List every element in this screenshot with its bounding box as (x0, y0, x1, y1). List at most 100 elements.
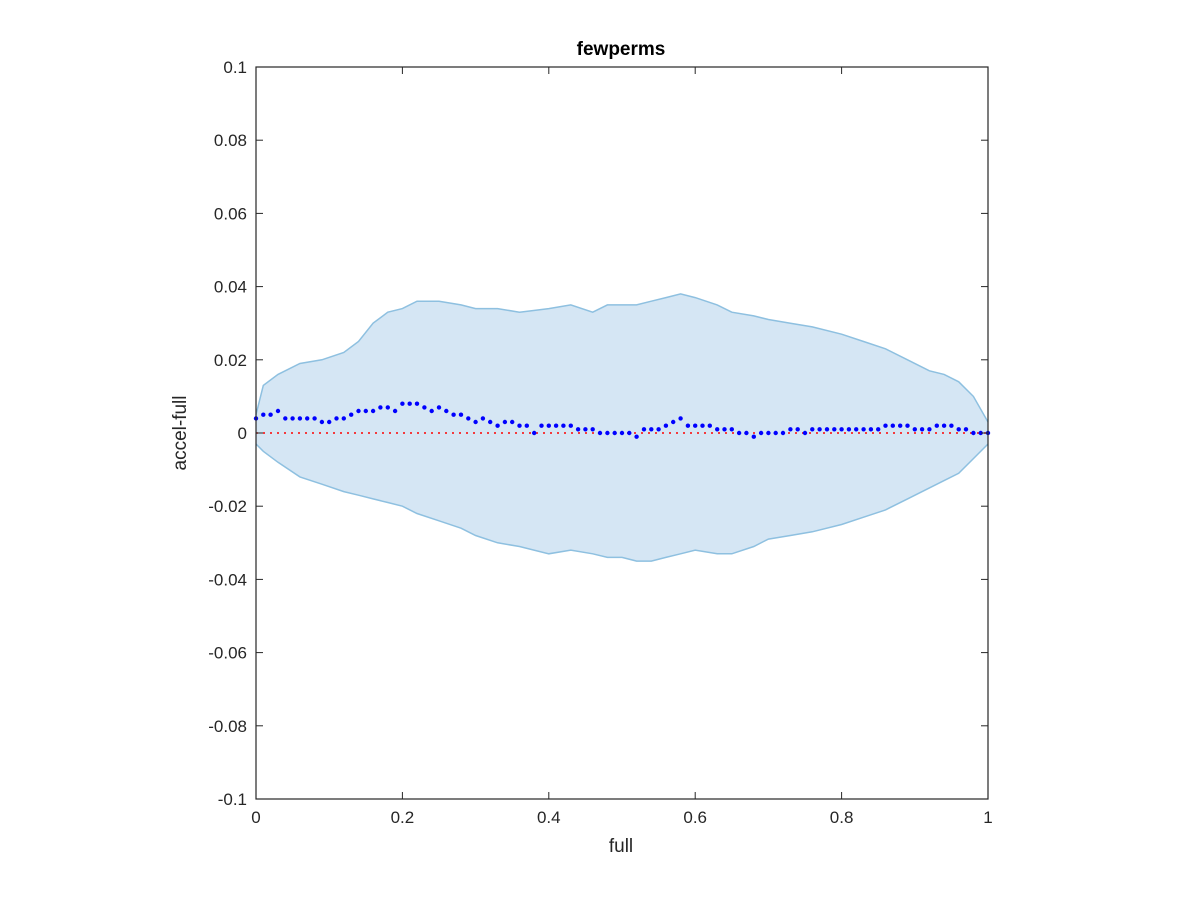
data-point (627, 430, 632, 436)
data-point (370, 408, 376, 414)
data-point (663, 423, 669, 428)
data-point (297, 416, 303, 421)
data-point (722, 427, 727, 432)
data-point (495, 423, 500, 428)
data-point (488, 419, 493, 425)
envelope-band (256, 293, 988, 562)
x-tick-label: 0.8 (830, 808, 854, 827)
data-point (414, 401, 420, 406)
y-tick-label: 0.06 (214, 204, 247, 223)
data-point (751, 434, 756, 439)
data-point (773, 430, 778, 436)
data-point (649, 427, 654, 432)
x-tick-label: 1 (983, 808, 992, 827)
data-point (707, 423, 712, 428)
data-point (744, 430, 749, 436)
data-point (700, 423, 705, 428)
data-point (553, 423, 559, 428)
data-point (846, 427, 852, 432)
data-point (524, 423, 529, 428)
data-point (861, 427, 866, 432)
data-point (597, 430, 603, 436)
y-tick-label: -0.04 (208, 570, 247, 589)
x-axis-label: full (609, 836, 633, 857)
data-point (605, 430, 610, 436)
data-point (517, 423, 522, 428)
data-point (502, 419, 508, 425)
data-point (832, 427, 837, 432)
data-point (290, 416, 295, 421)
data-point (817, 427, 822, 432)
data-point (444, 408, 449, 414)
envelope-lower-edge (255, 443, 989, 562)
data-point (436, 405, 442, 410)
data-point (810, 427, 815, 432)
data-point (854, 427, 859, 432)
data-point (334, 416, 339, 421)
data-point (305, 416, 310, 421)
data-point (575, 427, 581, 432)
data-point (341, 416, 346, 421)
envelope-upper-edge (255, 293, 989, 423)
data-point (766, 430, 771, 436)
data-point (275, 408, 281, 414)
plot-layer (253, 293, 991, 562)
x-tick-label: 0 (251, 808, 260, 827)
data-point (510, 419, 515, 425)
data-point (561, 423, 566, 428)
data-point (349, 412, 354, 417)
y-tick-label: -0.06 (208, 644, 247, 663)
data-point (392, 408, 398, 414)
data-point (941, 423, 947, 428)
data-point (458, 412, 464, 417)
data-point (971, 430, 976, 436)
x-tick-label: 0.4 (537, 808, 561, 827)
data-point (568, 423, 573, 428)
data-point (283, 416, 288, 421)
y-tick-label: 0.08 (214, 131, 247, 150)
y-axis-label: accel-full (170, 396, 191, 471)
data-point (532, 430, 537, 436)
data-point (868, 427, 874, 432)
y-tick-label: 0 (238, 424, 247, 443)
data-point (963, 427, 969, 432)
data-point (466, 416, 471, 421)
data-point (956, 427, 961, 432)
data-point (327, 419, 332, 425)
data-point (261, 412, 266, 417)
data-point (539, 423, 544, 428)
data-point (422, 405, 427, 410)
data-point (978, 430, 983, 436)
data-point (429, 408, 434, 414)
data-point (685, 423, 691, 428)
data-point (473, 419, 478, 425)
data-point (451, 412, 456, 417)
data-point (268, 412, 273, 417)
data-point (876, 427, 881, 432)
data-point (898, 423, 903, 428)
data-point (590, 427, 595, 432)
data-point (619, 430, 625, 436)
data-point (905, 423, 910, 428)
data-point (715, 427, 720, 432)
x-tick-label: 0.2 (391, 808, 415, 827)
data-point (400, 401, 405, 406)
y-tick-label: 0.04 (214, 278, 247, 297)
data-point (656, 427, 661, 432)
data-point (890, 423, 895, 428)
x-tick-label: 0.6 (683, 808, 707, 827)
data-point (949, 423, 954, 428)
data-point (736, 430, 742, 436)
y-tick-label: -0.1 (218, 790, 247, 809)
data-point (356, 408, 361, 414)
data-point (758, 430, 764, 436)
data-point (312, 416, 317, 421)
data-point (927, 427, 932, 432)
data-point (934, 423, 939, 428)
ticks-layer: 0 0.2 0.4 0.6 0.8 1 0.1 0.08 0.06 0.04 0.02 0 -0.02 -… (208, 58, 992, 827)
data-point (780, 430, 786, 436)
data-point (729, 427, 734, 432)
data-point (546, 423, 551, 428)
data-point (912, 427, 917, 432)
